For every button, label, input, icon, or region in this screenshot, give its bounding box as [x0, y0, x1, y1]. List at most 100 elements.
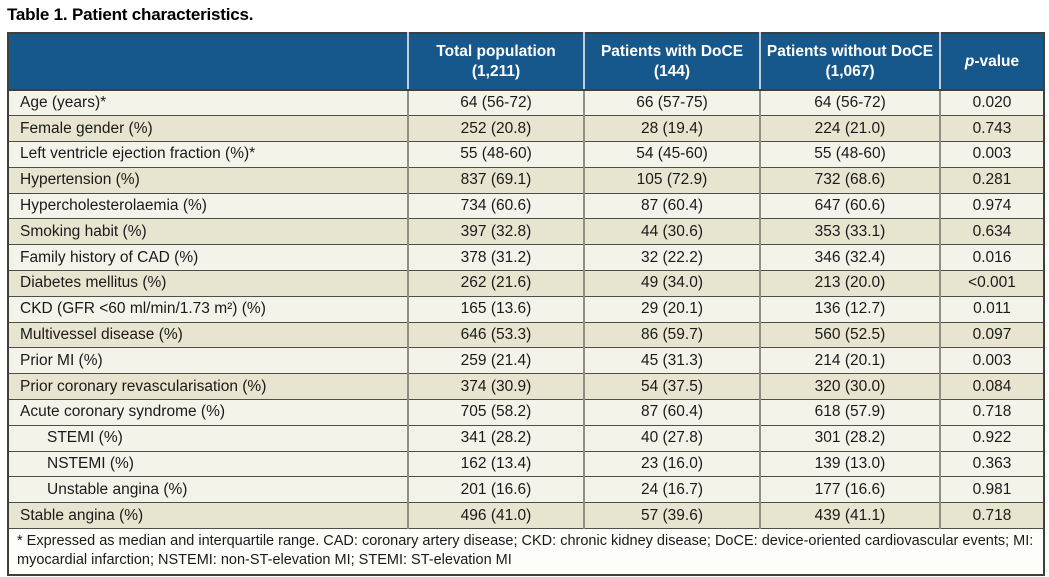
cell-with-doce: 57 (39.6): [583, 502, 760, 529]
cell-total-population: 397 (32.8): [407, 218, 584, 245]
cell-without-doce: 732 (68.6): [759, 166, 940, 194]
table-row: Female gender (%) 252 (20.8) 28 (19.4) 224 …: [8, 115, 1044, 142]
cell-total-population: 55 (48-60): [407, 141, 584, 168]
cell-without-doce: 353 (33.1): [759, 218, 940, 245]
row-label: Family history of CAD (%): [8, 244, 408, 271]
table-footer: * Expressed as median and interquartile …: [8, 528, 1044, 576]
cell-p-value: 0.084: [939, 373, 1044, 400]
cell-without-doce: 439 (41.1): [759, 502, 940, 529]
cell-total-population: 162 (13.4): [407, 450, 584, 477]
header-total-line1: Total population: [436, 42, 556, 60]
cell-without-doce: 214 (20.1): [759, 347, 940, 374]
cell-p-value: 0.281: [939, 166, 1044, 194]
row-label: Prior coronary revascularisation (%): [8, 373, 408, 400]
header-total-population: Total population (1,211): [407, 33, 584, 91]
cell-p-value: 0.922: [939, 424, 1044, 452]
row-label: STEMI (%): [8, 424, 408, 452]
cell-total-population: 252 (20.8): [407, 115, 584, 142]
row-label: Stable angina (%): [8, 502, 408, 529]
cell-without-doce: 177 (16.6): [759, 476, 940, 503]
header-with-doce: Patients with DoCE (144): [583, 33, 760, 91]
row-label: Hypercholesterolaemia (%): [8, 192, 408, 219]
cell-without-doce: 139 (13.0): [759, 450, 940, 477]
header-without-doce: Patients without DoCE (1,067): [759, 33, 940, 91]
cell-p-value: 0.718: [939, 399, 1044, 426]
table-body: Age (years)* 64 (56-72) 66 (57-75) 64 (56-7…: [8, 90, 1044, 529]
table-row: Family history of CAD (%) 378 (31.2) 32 (2…: [8, 244, 1044, 271]
cell-with-doce: 23 (16.0): [583, 450, 760, 477]
table-row: Acute coronary syndrome (%) 705 (58.2) 87 …: [8, 399, 1044, 426]
cell-without-doce: 346 (32.4): [759, 244, 940, 271]
cell-with-doce: 28 (19.4): [583, 115, 760, 142]
cell-without-doce: 224 (21.0): [759, 115, 940, 142]
cell-p-value: 0.003: [939, 141, 1044, 168]
header-without-line2: (1,067): [825, 62, 875, 80]
cell-p-value: 0.016: [939, 244, 1044, 271]
table-row: Prior coronary revascularisation (%) 374 …: [8, 373, 1044, 400]
table-row: Unstable angina (%) 201 (16.6) 24 (16.7) 17…: [8, 476, 1044, 503]
row-label: CKD (GFR <60 ml/min/1.73 m²) (%): [8, 295, 408, 323]
cell-p-value: <0.001: [939, 270, 1044, 297]
cell-total-population: 201 (16.6): [407, 476, 584, 503]
cell-with-doce: 40 (27.8): [583, 424, 760, 452]
cell-without-doce: 618 (57.9): [759, 399, 940, 426]
row-label: Multivessel disease (%): [8, 321, 408, 348]
cell-without-doce: 55 (48-60): [759, 141, 940, 168]
header-row: Total population (1,211) Patients with D…: [8, 33, 1044, 91]
cell-total-population: 165 (13.6): [407, 295, 584, 323]
cell-with-doce: 54 (37.5): [583, 373, 760, 400]
cell-without-doce: 301 (28.2): [759, 424, 940, 452]
table-header: Total population (1,211) Patients with D…: [8, 33, 1044, 91]
row-label: NSTEMI (%): [8, 450, 408, 477]
cell-without-doce: 213 (20.0): [759, 270, 940, 297]
cell-with-doce: 87 (60.4): [583, 399, 760, 426]
cell-total-population: 341 (28.2): [407, 424, 584, 452]
row-label: Age (years)*: [8, 90, 408, 116]
cell-with-doce: 86 (59.7): [583, 321, 760, 348]
cell-with-doce: 44 (30.6): [583, 218, 760, 245]
cell-with-doce: 66 (57-75): [583, 90, 760, 116]
row-label: Diabetes mellitus (%): [8, 270, 408, 297]
table-row: Hypercholesterolaemia (%) 734 (60.6) 87 (6…: [8, 192, 1044, 219]
cell-with-doce: 105 (72.9): [583, 166, 760, 194]
cell-total-population: 734 (60.6): [407, 192, 584, 219]
footnote-row: * Expressed as median and interquartile …: [8, 528, 1044, 576]
cell-without-doce: 560 (52.5): [759, 321, 940, 348]
cell-p-value: 0.097: [939, 321, 1044, 348]
cell-p-value: 0.634: [939, 218, 1044, 245]
cell-p-value: 0.974: [939, 192, 1044, 219]
cell-without-doce: 136 (12.7): [759, 295, 940, 323]
cell-p-value: 0.020: [939, 90, 1044, 116]
cell-p-value: 0.718: [939, 502, 1044, 529]
row-label: Smoking habit (%): [8, 218, 408, 245]
cell-total-population: 262 (21.6): [407, 270, 584, 297]
header-empty-cell: [8, 33, 408, 91]
header-with-line1: Patients with DoCE: [600, 42, 744, 60]
cell-without-doce: 320 (30.0): [759, 373, 940, 400]
cell-with-doce: 54 (45-60): [583, 141, 760, 168]
row-label: Unstable angina (%): [8, 476, 408, 503]
cell-with-doce: 32 (22.2): [583, 244, 760, 271]
table-row: Diabetes mellitus (%) 262 (21.6) 49 (34.0)…: [8, 270, 1044, 297]
cell-p-value: 0.981: [939, 476, 1044, 503]
header-total-line2: (1,211): [471, 62, 521, 80]
cell-with-doce: 24 (16.7): [583, 476, 760, 503]
table-row: Left ventricle ejection fraction (%)* 55 …: [8, 141, 1044, 168]
header-p-value: p-value: [939, 33, 1044, 91]
p-value-rest: -value: [974, 52, 1020, 70]
cell-total-population: 378 (31.2): [407, 244, 584, 271]
cell-with-doce: 45 (31.3): [583, 347, 760, 374]
header-without-line1: Patients without DoCE: [766, 42, 934, 60]
row-label: Acute coronary syndrome (%): [8, 399, 408, 426]
cell-total-population: 374 (30.9): [407, 373, 584, 400]
cell-total-population: 496 (41.0): [407, 502, 584, 529]
cell-total-population: 64 (56-72): [407, 90, 584, 116]
table-row: STEMI (%) 341 (28.2) 40 (27.8) 301 (28.2) 0.…: [8, 424, 1044, 452]
table-title: Table 1. Patient characteristics.: [7, 5, 254, 24]
cell-with-doce: 87 (60.4): [583, 192, 760, 219]
cell-p-value: 0.363: [939, 450, 1044, 477]
cell-p-value: 0.743: [939, 115, 1044, 142]
row-label: Female gender (%): [8, 115, 408, 142]
table-row: Smoking habit (%) 397 (32.8) 44 (30.6) 353 …: [8, 218, 1044, 245]
